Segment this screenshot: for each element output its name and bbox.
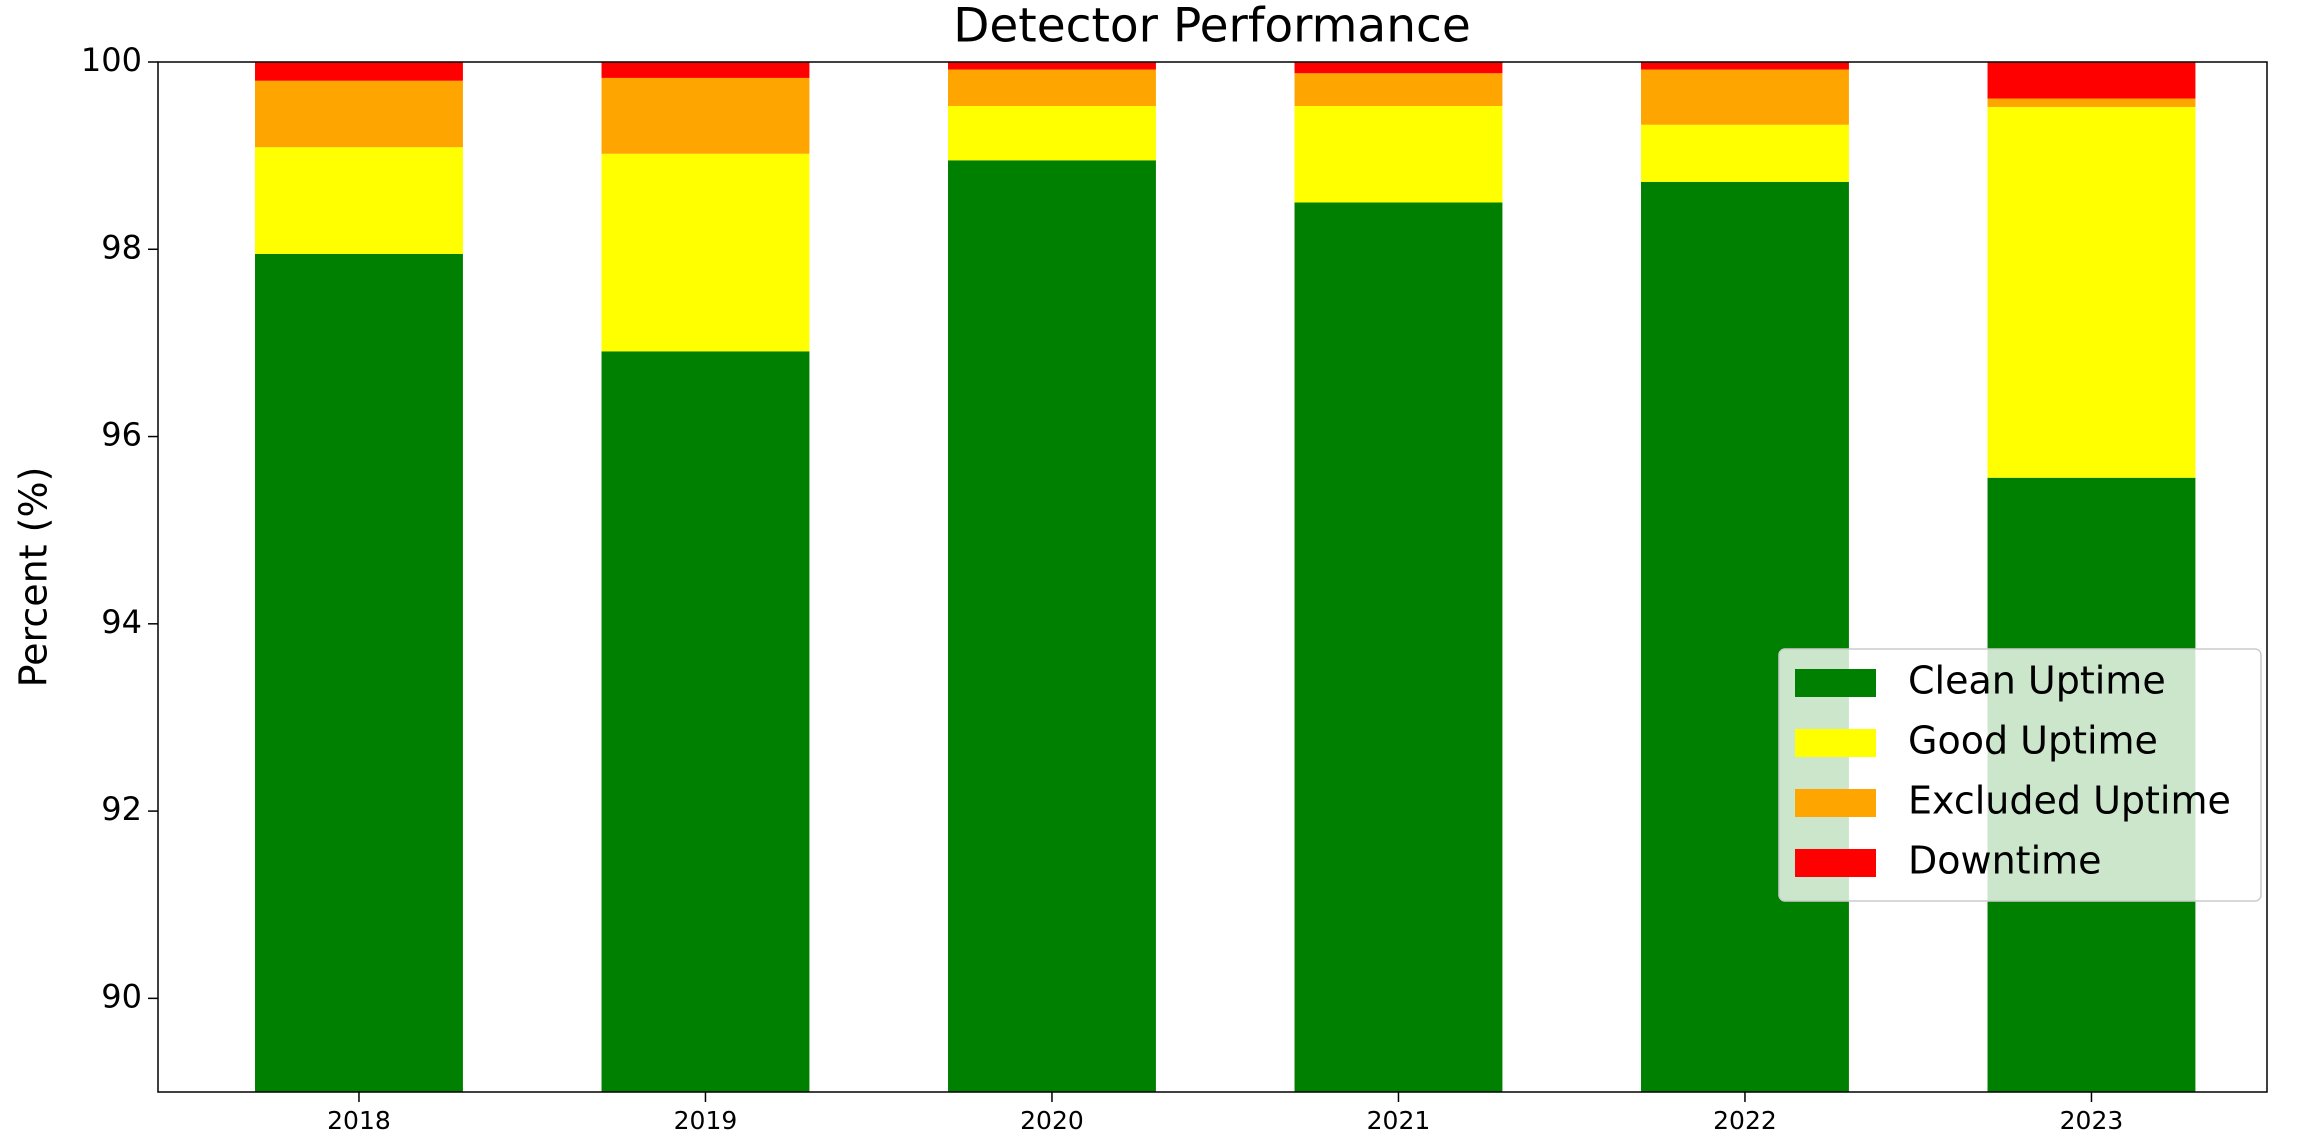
bar-segment [1294, 73, 1503, 107]
x-tick-label: 2021 [1367, 1106, 1431, 1135]
x-tick-label: 2020 [1020, 1106, 1084, 1135]
x-tick-label: 2022 [1713, 1106, 1777, 1135]
bar-segment [255, 253, 463, 1093]
legend-swatch [1795, 849, 1876, 877]
legend-label: Downtime [1908, 839, 2102, 883]
bar-segment [1641, 69, 1849, 125]
chart-title: Detector Performance [953, 0, 1471, 54]
bar-segment [1641, 181, 1849, 1092]
x-tick-label: 2019 [674, 1106, 738, 1135]
legend-box [1778, 648, 2262, 902]
bar-segment [1987, 106, 2196, 478]
x-tick-label: 2023 [2060, 1106, 2124, 1135]
y-tick-label: 90 [101, 977, 142, 1015]
y-tick-label: 100 [81, 41, 142, 79]
bar-segment [1641, 124, 1849, 182]
bar-segment [1641, 62, 1849, 70]
legend-label: Clean Uptime [1908, 659, 2166, 703]
bar-segment [1294, 62, 1503, 74]
bar-segment [948, 62, 1156, 70]
bar-segment [1294, 202, 1503, 1093]
bar-segment [601, 351, 810, 1092]
bar-segment [255, 62, 463, 81]
bar-segment [255, 80, 463, 148]
bar-segment [1987, 98, 2196, 107]
legend-label: Excluded Uptime [1908, 779, 2231, 823]
bar-segment [601, 62, 810, 78]
plot-frame [157, 61, 2268, 1093]
bar-segment [1294, 106, 1503, 203]
bar-segment [601, 153, 810, 352]
legend-swatch [1795, 669, 1876, 697]
y-tick-label: 94 [101, 603, 142, 641]
bar-segment [948, 160, 1156, 1092]
y-tick-label: 92 [101, 790, 142, 828]
legend-label: Good Uptime [1908, 719, 2158, 763]
bar-segment [948, 106, 1156, 161]
bar-segment [255, 147, 463, 254]
bar-segment [601, 77, 810, 154]
bar-segment [1987, 62, 2196, 99]
y-axis-label: Percent (%) [12, 467, 56, 688]
y-tick-label: 98 [101, 228, 142, 266]
bar-segment [948, 69, 1156, 107]
x-tick-label: 2018 [327, 1106, 391, 1135]
legend: Clean Uptime Good Uptime Excluded Uptime Do… [1778, 648, 2262, 902]
legend-swatch [1795, 729, 1876, 757]
y-tick-label: 96 [101, 416, 142, 454]
legend-swatch [1795, 789, 1876, 817]
